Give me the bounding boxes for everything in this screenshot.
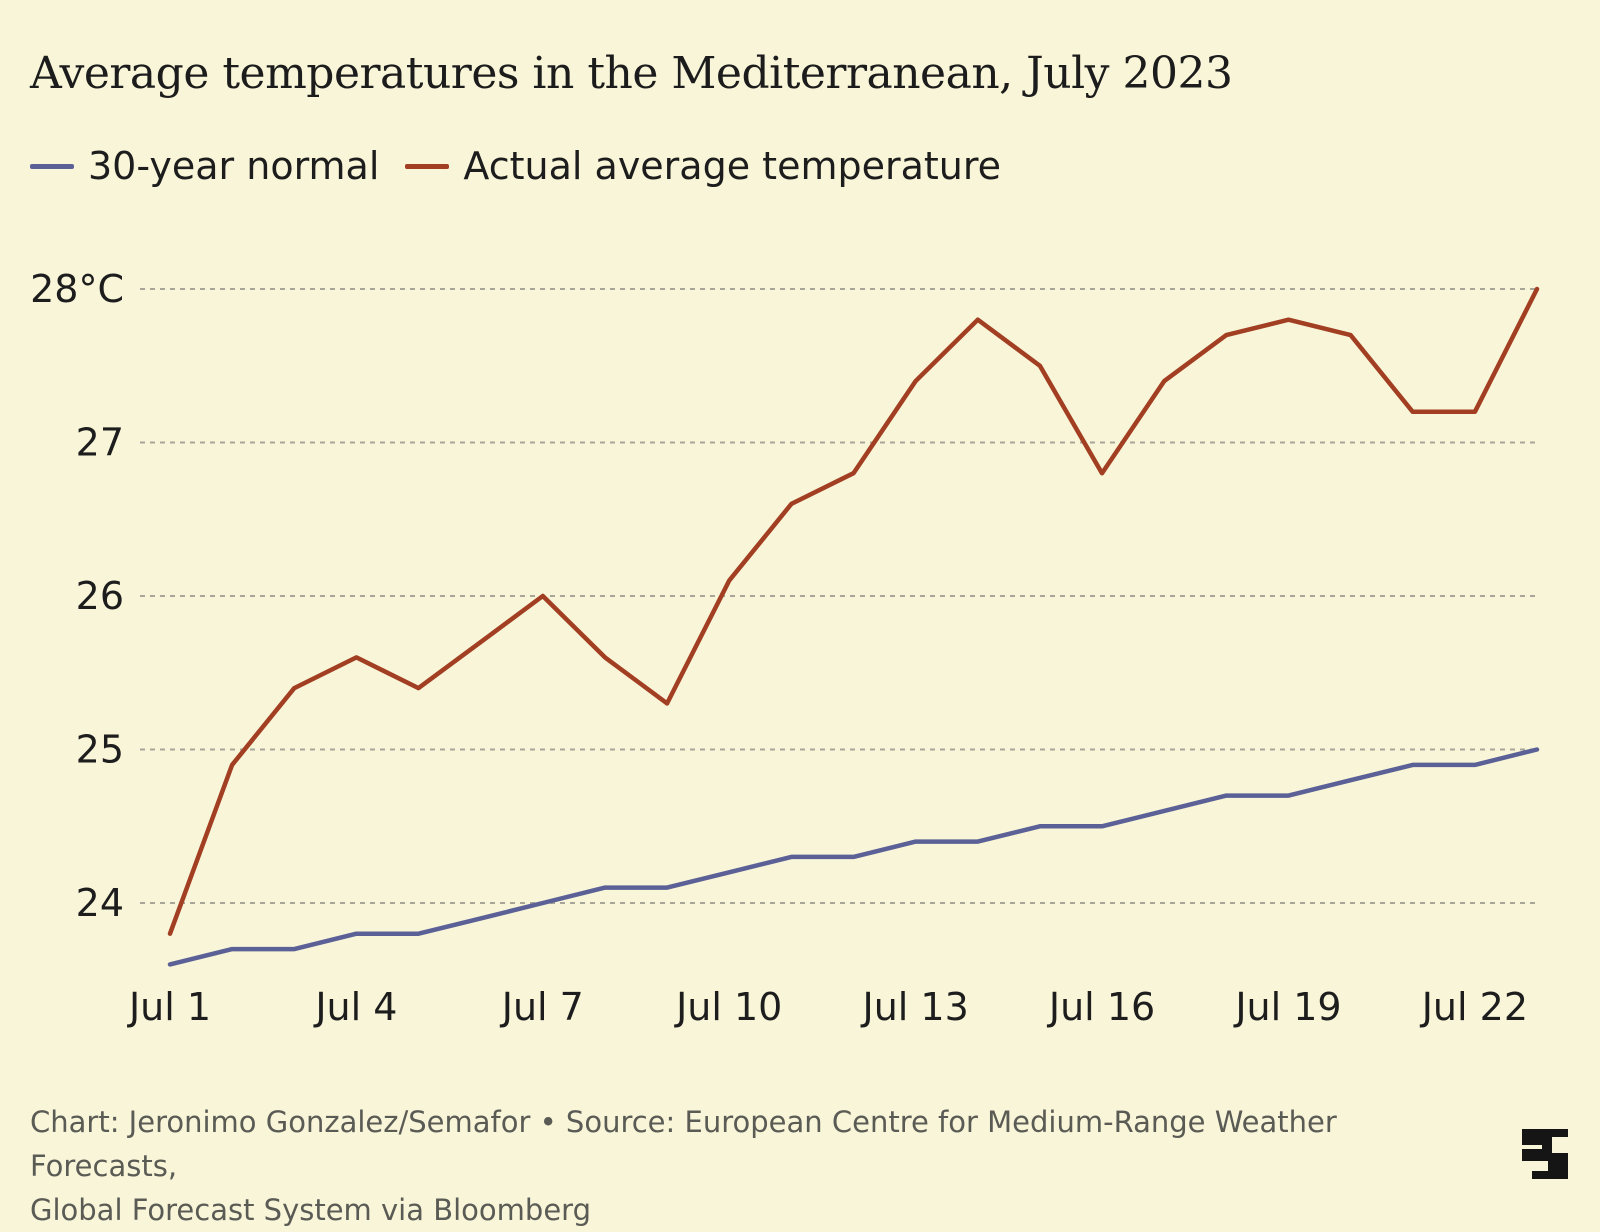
x-tick-label: Jul 7 [500, 985, 584, 1029]
x-tick-label: Jul 10 [674, 985, 782, 1029]
y-tick-label: 26 [76, 574, 124, 618]
x-axis-labels: Jul 1 Jul 4 Jul 7 Jul 10 Jul 13 Jul 16 Jul 19 J… [127, 985, 1528, 1029]
x-tick-label: Jul 4 [313, 985, 397, 1029]
series-lines [167, 286, 1540, 967]
line-chart: 24 25 26 27 28°C Jul 1 Jul 4 Jul 7 Jul 10 Jul 13… [30, 267, 1540, 1029]
legend-item-normal: 30-year normal [30, 144, 379, 188]
series-line-actual [167, 286, 1540, 936]
legend-item-actual: Actual average temperature [405, 144, 1001, 188]
x-tick-label: Jul 22 [1420, 985, 1528, 1029]
grid-lines [140, 288, 1537, 904]
source-note: Chart: Jeronimo Gonzalez/Semafor • Sourc… [30, 1100, 1470, 1232]
chart-title: Average temperatures in the Mediterranea… [30, 48, 1233, 99]
y-tick-label: 28°C [30, 267, 124, 311]
legend: 30-year normal Actual average temperatur… [30, 144, 1027, 188]
source-line-1: Chart: Jeronimo Gonzalez/Semafor • Sourc… [30, 1105, 1337, 1183]
y-tick-label: 25 [76, 728, 124, 772]
x-tick-label: Jul 16 [1047, 985, 1155, 1029]
legend-label-actual: Actual average temperature [463, 144, 1002, 188]
y-tick-label: 27 [76, 421, 124, 465]
legend-swatch-actual [405, 163, 450, 169]
legend-label-normal: 30-year normal [88, 144, 380, 188]
x-tick-label: Jul 19 [1233, 985, 1341, 1029]
y-tick-label: 24 [76, 881, 124, 925]
legend-swatch-normal [30, 163, 74, 169]
x-tick-label: Jul 13 [860, 985, 968, 1029]
series-line-normal [167, 747, 1540, 967]
semafor-logo-icon [1518, 1127, 1572, 1181]
x-tick-label: Jul 1 [127, 985, 211, 1029]
y-axis-labels: 24 25 26 27 28°C [30, 267, 124, 925]
source-line-2: Global Forecast System via Bloomberg [30, 1193, 591, 1227]
